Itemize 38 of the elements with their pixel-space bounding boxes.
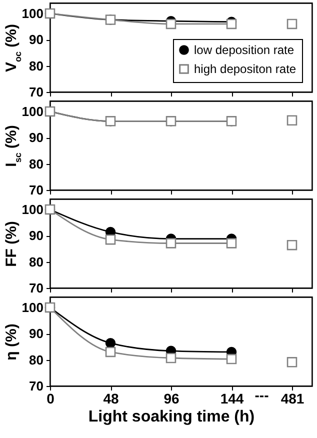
point (105, 234, 116, 245)
legend-label: low deposition rate (194, 43, 294, 57)
y-tick-label: 90 (29, 228, 44, 244)
x-tick-label: 48 (103, 390, 119, 406)
y-tick-label: 80 (29, 156, 44, 172)
y-tick-label: 90 (29, 326, 44, 342)
text: --- (254, 387, 270, 403)
point (226, 238, 237, 248)
point (105, 346, 116, 358)
point (286, 240, 298, 250)
y-tick-label: 70 (29, 378, 44, 394)
y-tick-label: 80 (29, 254, 44, 270)
y-tick-label: 80 (29, 352, 44, 368)
legend-label: high depositon rate (194, 62, 296, 76)
y-tick-label: 70 (29, 84, 44, 100)
point (226, 354, 237, 364)
point (166, 238, 176, 248)
y-tick-label: 90 (29, 130, 44, 146)
y-tick-label: 70 (29, 280, 44, 296)
point (226, 18, 237, 30)
y-tick-label: 100 (22, 6, 44, 21)
x-tick-label: 0 (46, 390, 55, 406)
y-tick-label: 100 (22, 300, 44, 315)
x-tick-label: 481 (280, 390, 304, 406)
point (105, 338, 116, 348)
point (286, 18, 298, 30)
x-axis-title: Light soaking time (h) (88, 408, 255, 426)
y-tick-label: 100 (22, 202, 44, 217)
y-axis-title: FF (%) (2, 221, 20, 267)
x-tick-label: 144 (220, 390, 244, 406)
point (166, 352, 176, 364)
y-axis-title: η (%) (2, 324, 20, 360)
x-tick-label: 96 (164, 390, 180, 406)
y-tick-label: 70 (29, 182, 44, 198)
y-tick-label: 90 (29, 32, 44, 48)
y-tick-label: 80 (29, 58, 44, 74)
point (166, 18, 176, 30)
y-tick-label: 100 (22, 104, 44, 119)
